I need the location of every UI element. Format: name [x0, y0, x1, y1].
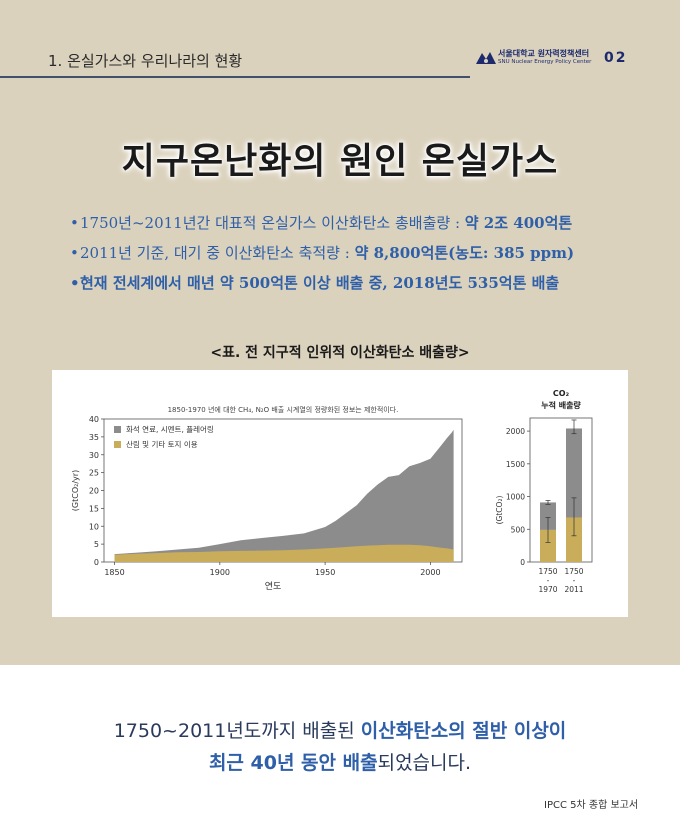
- x-tick-label: 1950: [315, 568, 335, 577]
- section-title: 1. 온실가스와 우리나라의 현황: [48, 52, 243, 70]
- bullet-item: •2011년 기준, 대기 중 이산화탄소 축적량 : 약 8,800억톤(농도…: [70, 238, 660, 268]
- bar-plot-frame: [529, 417, 593, 563]
- bar-chart-title-line: 누적 배출량: [541, 400, 581, 410]
- bar-category-label: 1750: [564, 567, 583, 576]
- bullet-highlight: 약 2조 400억톤: [464, 214, 573, 232]
- y-tick-label: 25: [89, 469, 99, 478]
- source-citation: IPCC 5차 종합 보고서: [544, 800, 639, 811]
- logo-korean-text: 서울대학교 원자력정책센터: [498, 49, 590, 58]
- footer-text-highlight: 이산화탄소의 절반 이상이: [360, 720, 567, 742]
- x-tick-label: 2000: [420, 568, 440, 577]
- bullet-item: •현재 전세계에서 매년 약 500억톤 이상 배출 중, 2018년도 535…: [70, 268, 660, 298]
- y-tick-label: 15: [89, 504, 99, 513]
- bar-y-tick-label: 500: [511, 525, 526, 534]
- bar-category-label: 1750: [538, 567, 557, 576]
- bullet-dot-icon: •: [70, 244, 79, 262]
- header-divider: [0, 76, 470, 78]
- logo-english-text: SNU Nuclear Energy Policy Center: [498, 59, 592, 65]
- footer-message: 1750~2011년도까지 배출된 이산화탄소의 절반 이상이 최근 40년 동…: [0, 715, 680, 779]
- bar-y-tick-label: 2000: [506, 427, 525, 436]
- snu-logo: 서울대학교 원자력정책센터 SNU Nuclear Energy Policy …: [476, 48, 596, 70]
- y-tick-label: 40: [89, 415, 99, 424]
- main-title: 지구온난화의 원인 온실가스: [121, 141, 559, 182]
- bullet-highlight: 현재 전세계에서 매년 약 500억톤 이상 배출 중, 2018년도 535억…: [80, 274, 560, 292]
- footer-text-normal: 되었습니다.: [377, 752, 472, 774]
- bullet-dot-icon: •: [70, 274, 80, 292]
- y-tick-label: 5: [94, 540, 99, 549]
- land-use-bar: [540, 529, 556, 562]
- bullet-highlight: 약 8,800억톤(농도: 385 ppm): [354, 244, 575, 262]
- bar-category-label: -: [547, 576, 550, 585]
- legend-swatch: [114, 441, 121, 448]
- x-tick-label: 1850: [104, 568, 124, 577]
- bar-category-label: 1970: [538, 585, 557, 594]
- fossil-bar: [540, 502, 556, 530]
- bar-category-label: -: [573, 576, 576, 585]
- x-tick-label: 1900: [210, 568, 230, 577]
- y-tick-label: 0: [94, 558, 99, 567]
- area-y-axis-label: (GtCO₂/yr): [71, 470, 80, 511]
- area-chart-title: 1850-1970 년에 대한 CH₄, N₂O 배출 시계열의 정량화된 정보…: [168, 405, 399, 414]
- page-number: 02: [604, 50, 628, 66]
- annual-emissions-chart: 0 5 10 15 20 25 30 35 40 1850 1900 1950 2000 1850-197…: [71, 405, 463, 592]
- footer-text-highlight: 최근 40년 동안 배출: [208, 752, 378, 774]
- bar-chart-title-line: CO₂: [553, 389, 570, 398]
- bar-y-tick-label: 0: [520, 558, 525, 567]
- legend-label: 화석 연료, 시멘트, 플레어링: [126, 424, 214, 434]
- bar-category-label: 2011: [564, 585, 583, 594]
- fossil-fuel-area: [114, 429, 454, 562]
- bullet-item: •1750년~2011년간 대표적 온실가스 이산화탄소 총배출량 : 약 2조…: [70, 208, 660, 238]
- land-use-area: [114, 544, 454, 562]
- legend-label: 산림 및 기타 토지 이용: [126, 439, 198, 449]
- y-tick-label: 30: [89, 451, 99, 460]
- y-tick-label: 35: [89, 433, 99, 442]
- footer-line-1: 1750~2011년도까지 배출된 이산화탄소의 절반 이상이: [0, 715, 680, 747]
- emissions-chart: 0 5 10 15 20 25 30 35 40 1850 1900 1950 2000 1850-197…: [71, 389, 593, 594]
- footer-line-2: 최근 40년 동안 배출되었습니다.: [0, 747, 680, 779]
- bullet-text: 1750년~2011년간 대표적 온실가스 이산화탄소 총배출량 :: [80, 214, 465, 232]
- bullet-dot-icon: •: [70, 214, 79, 232]
- bullet-text: 2011년 기준, 대기 중 이산화탄소 축적량 :: [80, 244, 355, 262]
- footer-text-normal: 1750~2011년도까지 배출된: [113, 720, 361, 742]
- y-tick-label: 10: [89, 522, 99, 531]
- land-use-bar: [566, 517, 582, 562]
- bar-y-axis-label: (GtCO₂): [495, 496, 504, 525]
- table-caption: <표. 전 지구적 인위적 이산화탄소 배출량>: [210, 345, 470, 361]
- chart-container: 0 5 10 15 20 25 30 35 40 1850 1900 1950 2000 1850-197…: [52, 370, 628, 617]
- bullet-list: •1750년~2011년간 대표적 온실가스 이산화탄소 총배출량 : 약 2조…: [70, 208, 660, 298]
- logo-mark-icon: [476, 52, 496, 64]
- fossil-bar: [566, 428, 582, 518]
- bar-y-tick-label: 1000: [506, 493, 525, 502]
- area-x-axis-label: 연도: [265, 581, 282, 592]
- legend-swatch: [114, 426, 121, 433]
- y-tick-label: 20: [89, 487, 99, 496]
- bar-y-tick-label: 1500: [506, 460, 525, 469]
